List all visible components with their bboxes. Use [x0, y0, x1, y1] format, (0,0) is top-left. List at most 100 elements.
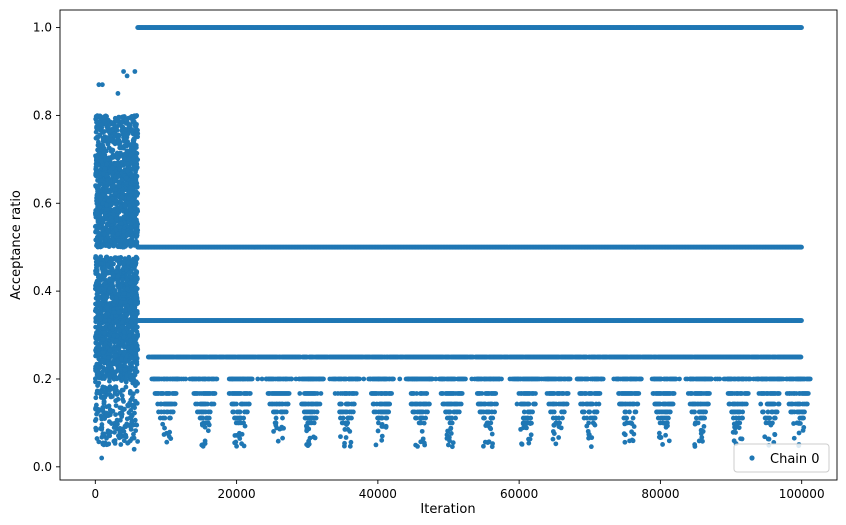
data-point — [391, 376, 396, 382]
data-point — [692, 444, 698, 449]
data-point — [703, 409, 709, 415]
data-point — [624, 415, 630, 421]
data-point — [234, 401, 239, 407]
data-point — [349, 415, 354, 421]
data-point — [532, 401, 538, 407]
data-point — [425, 409, 430, 415]
data-point — [384, 415, 390, 421]
data-point — [375, 428, 381, 434]
data-point — [234, 432, 240, 438]
data-point — [665, 415, 671, 421]
data-point — [449, 420, 455, 426]
data-point — [550, 429, 556, 434]
data-point — [671, 391, 677, 396]
data-point — [740, 409, 746, 415]
data-point — [249, 376, 255, 382]
data-point — [490, 415, 496, 421]
data-point — [527, 421, 533, 426]
data-point — [211, 401, 217, 407]
data-point — [424, 391, 430, 396]
data-point — [202, 424, 208, 430]
data-point — [630, 415, 636, 421]
data-point — [731, 438, 737, 444]
data-point — [242, 423, 248, 429]
data-point — [706, 401, 711, 407]
data-point — [551, 409, 557, 415]
data-point — [670, 401, 676, 407]
data-point — [277, 426, 283, 432]
data-point — [658, 435, 664, 440]
data-point — [622, 421, 628, 427]
data-point — [389, 391, 394, 396]
data-point — [627, 438, 632, 444]
data-point — [311, 420, 317, 426]
data-point — [317, 401, 323, 407]
data-point — [415, 443, 420, 449]
data-point — [458, 401, 464, 407]
data-point — [701, 423, 707, 429]
data-point — [338, 434, 343, 440]
data-point — [340, 415, 346, 421]
data-point — [237, 409, 243, 415]
data-point — [273, 420, 278, 426]
data-point — [565, 391, 571, 396]
data-point — [482, 415, 487, 421]
data-point — [170, 409, 176, 415]
data-point — [353, 391, 359, 396]
data-point — [528, 432, 534, 438]
data-point — [493, 391, 499, 396]
data-point — [314, 409, 320, 415]
data-point — [489, 431, 495, 437]
data-point — [524, 425, 529, 431]
data-point — [481, 443, 486, 449]
data-point — [696, 438, 702, 444]
data-point — [345, 426, 351, 432]
data-point — [667, 409, 673, 415]
data-point — [344, 422, 349, 427]
data-point — [456, 409, 462, 415]
data-point — [214, 376, 220, 382]
data-point — [636, 391, 642, 396]
data-point — [164, 439, 170, 445]
data-point — [592, 415, 598, 421]
data-point — [485, 440, 491, 445]
data-point — [200, 443, 206, 449]
data-point — [663, 420, 668, 426]
data-point — [561, 409, 567, 415]
data-point — [379, 437, 385, 443]
data-point — [206, 422, 212, 428]
data-point — [233, 439, 239, 445]
data-point — [386, 409, 392, 415]
data-point — [494, 401, 499, 407]
data-point — [245, 409, 250, 415]
data-point — [453, 415, 458, 421]
data-point — [283, 409, 289, 415]
data-point — [656, 430, 662, 436]
data-point — [449, 444, 455, 450]
data-point — [173, 391, 179, 396]
data-point — [304, 428, 310, 434]
data-point — [286, 391, 292, 396]
data-points — [92, 25, 813, 461]
data-point — [526, 401, 532, 407]
data-point — [205, 428, 211, 434]
data-point — [162, 415, 168, 421]
data-point — [707, 391, 712, 396]
data-point — [799, 318, 804, 323]
data-point — [303, 423, 309, 429]
data-point — [588, 444, 594, 450]
data-point — [247, 391, 253, 396]
data-point — [273, 415, 279, 421]
data-point — [419, 428, 425, 434]
data-point — [732, 425, 738, 431]
data-point — [745, 391, 751, 396]
data-point — [373, 442, 379, 448]
data-point — [162, 425, 167, 431]
data-point — [587, 409, 593, 415]
data-point — [168, 415, 173, 421]
data-point — [560, 415, 565, 421]
data-point — [343, 435, 349, 440]
data-point — [172, 401, 178, 407]
data-point — [594, 409, 600, 415]
